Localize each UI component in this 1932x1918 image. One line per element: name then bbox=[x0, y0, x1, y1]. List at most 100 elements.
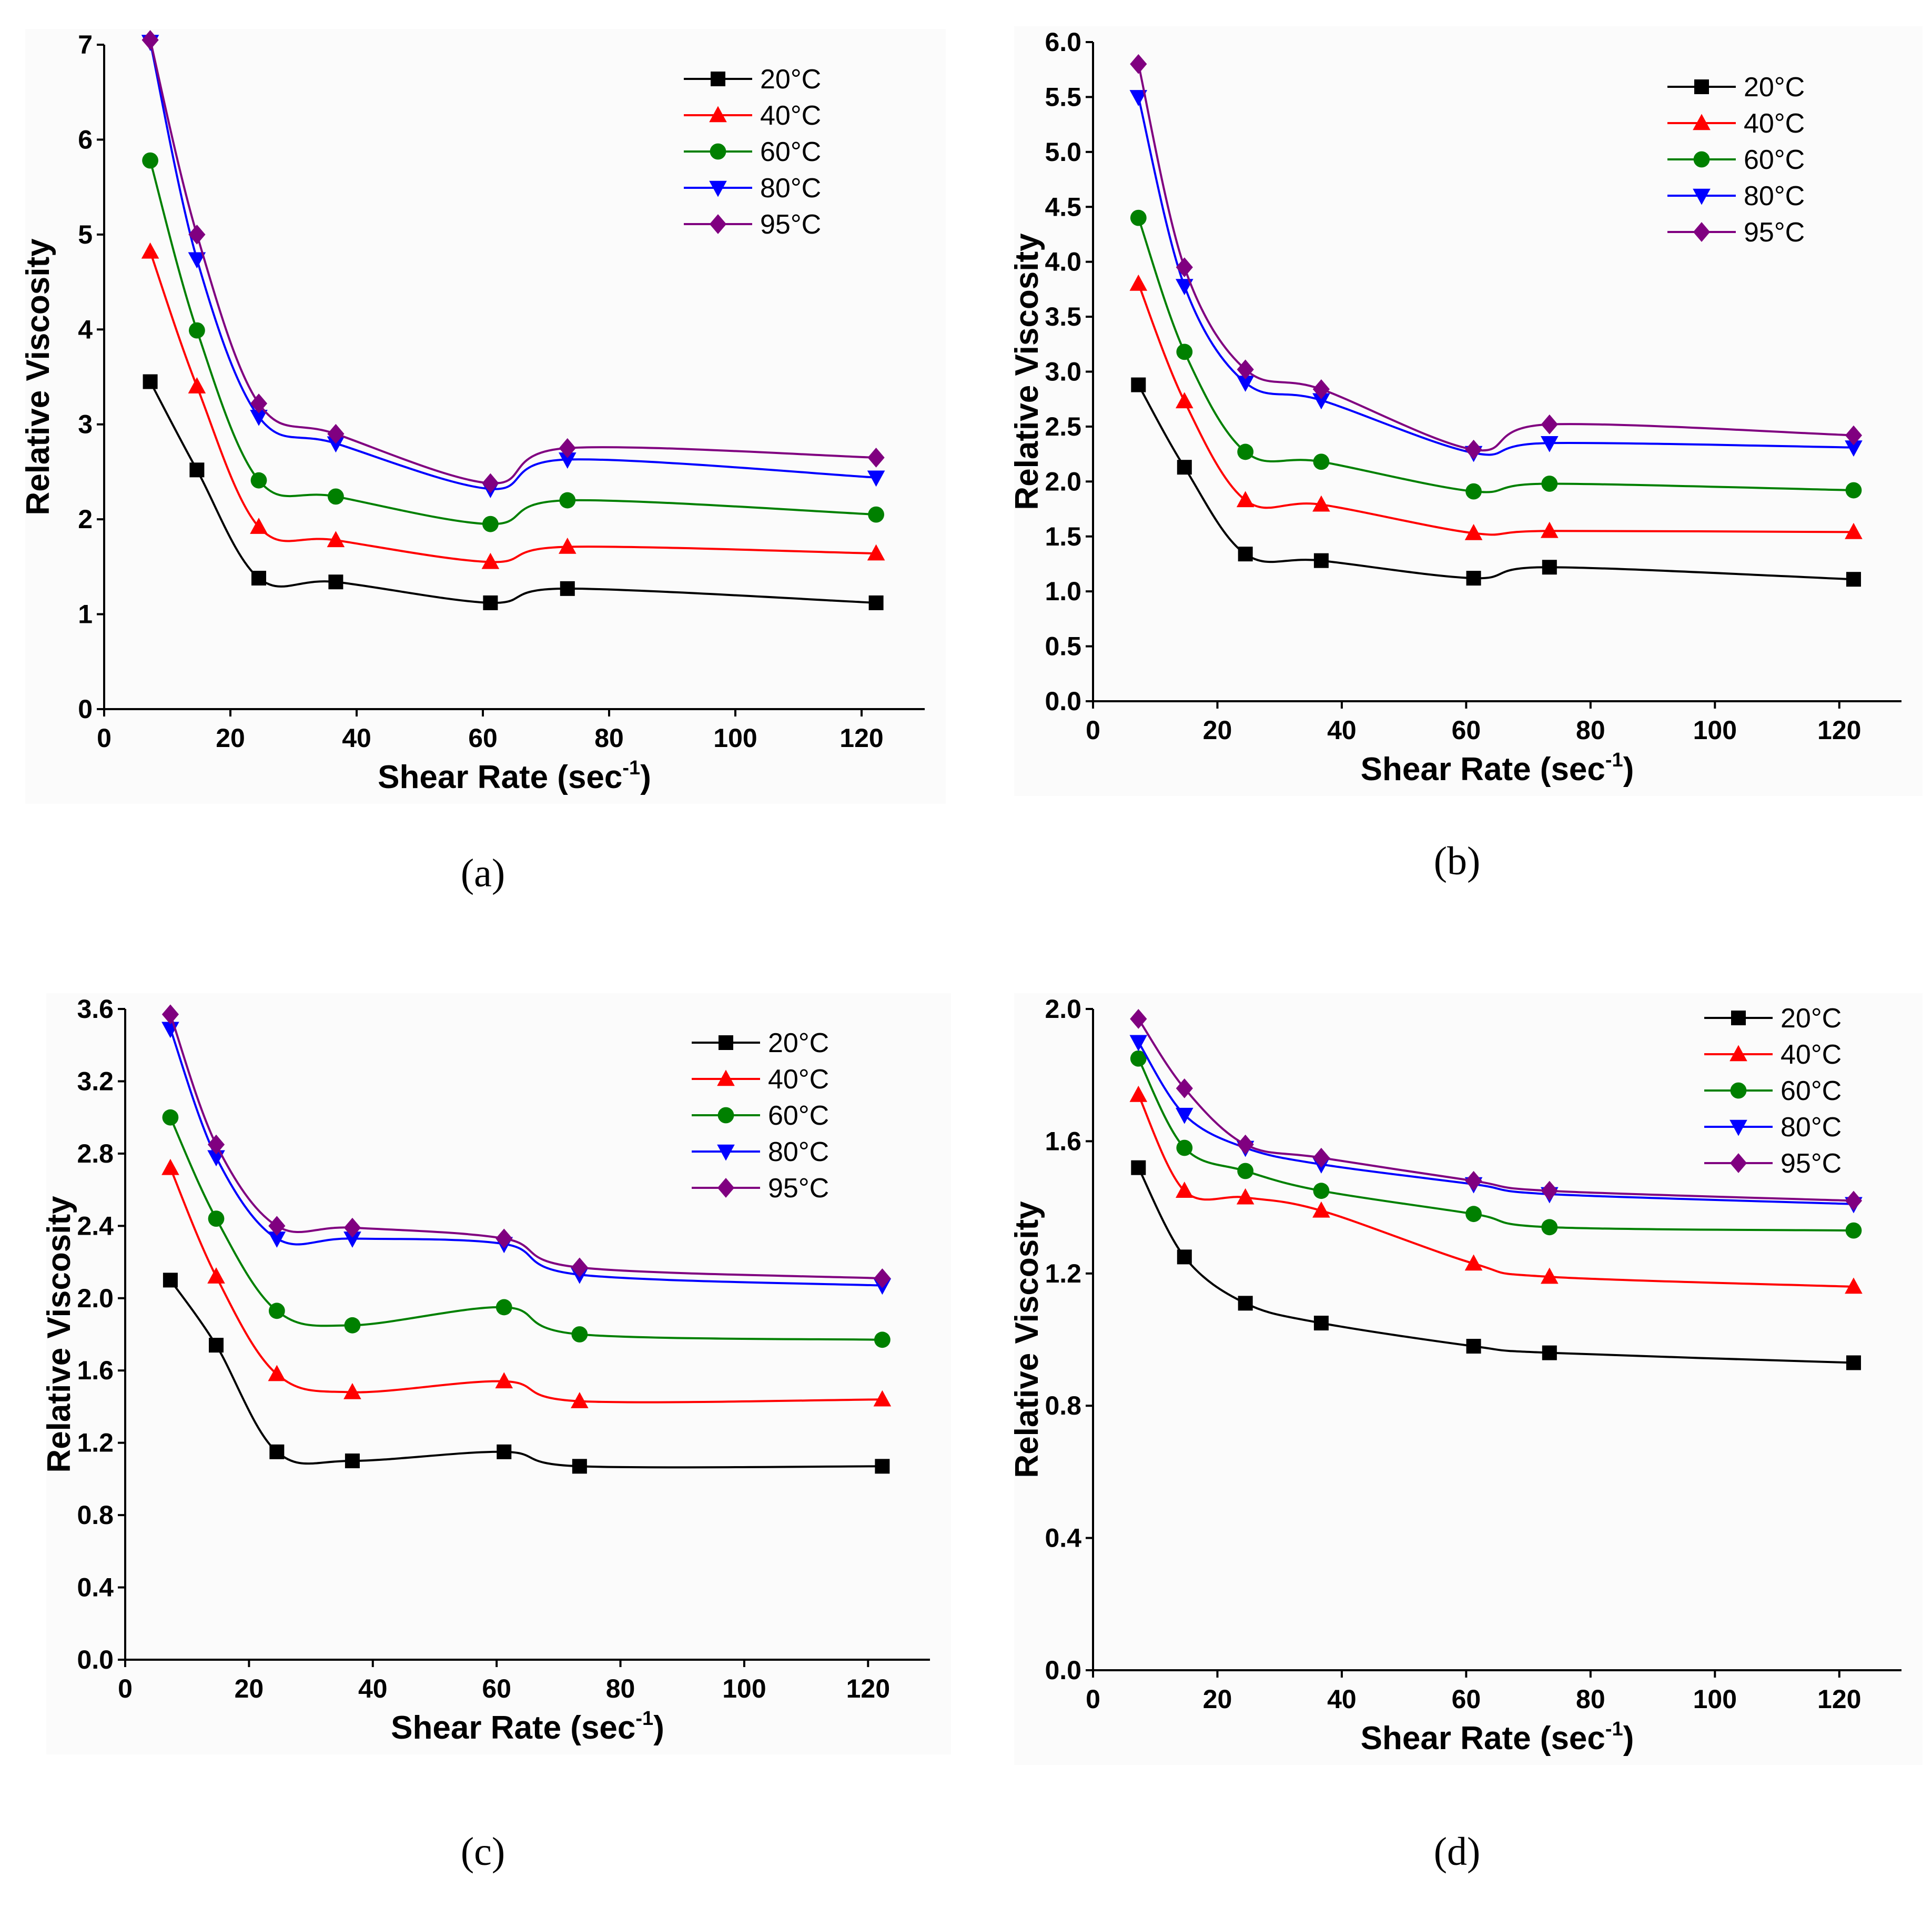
data-point bbox=[162, 1109, 179, 1126]
data-point bbox=[142, 152, 158, 169]
data-point bbox=[163, 1273, 178, 1288]
x-tick-label: 80 bbox=[1576, 715, 1605, 745]
legend-marker bbox=[1693, 151, 1710, 168]
data-point bbox=[1175, 392, 1193, 409]
data-point bbox=[1129, 1035, 1148, 1052]
y-tick-label: 0.4 bbox=[1045, 1523, 1081, 1553]
data-point bbox=[1236, 376, 1255, 392]
data-point bbox=[873, 1390, 892, 1407]
data-point bbox=[1464, 523, 1483, 540]
data-point bbox=[328, 488, 344, 505]
data-point bbox=[188, 224, 206, 245]
data-point bbox=[1464, 1254, 1483, 1271]
chart-panel-b: 0 20 40 60 80 100 120 0.0 0.5 1.0 1.5 2.0 2.5 3.0 3.5 4… bbox=[1009, 26, 1923, 883]
series-line bbox=[1137, 1167, 1854, 1364]
data-point bbox=[268, 1365, 286, 1381]
data-point bbox=[1312, 1147, 1330, 1168]
data-point bbox=[328, 574, 343, 590]
x-axis-title: Shear Rate (sec-1) bbox=[391, 1708, 664, 1746]
data-point bbox=[1238, 1296, 1253, 1311]
plot-background bbox=[1014, 26, 1923, 796]
legend-marker bbox=[1693, 114, 1711, 130]
data-point bbox=[209, 1338, 224, 1353]
x-tick-label: 20 bbox=[1203, 715, 1232, 745]
data-point bbox=[1541, 1180, 1558, 1201]
x-tick-label: 40 bbox=[358, 1674, 388, 1703]
data-point bbox=[207, 1267, 225, 1284]
y-tick-label: 2.8 bbox=[77, 1139, 114, 1168]
y-tick-label: 0 bbox=[78, 694, 93, 724]
y-tick-label: 4 bbox=[78, 315, 93, 344]
series-40C bbox=[141, 242, 885, 569]
data-point bbox=[141, 30, 159, 50]
data-point bbox=[571, 1257, 588, 1278]
x-tick-label: 40 bbox=[1327, 1684, 1357, 1714]
data-point bbox=[1466, 1339, 1481, 1354]
legend-marker bbox=[717, 1107, 734, 1124]
data-point bbox=[251, 571, 266, 586]
x-tick-label: 60 bbox=[468, 723, 498, 753]
data-point bbox=[1176, 1078, 1193, 1098]
series-20C bbox=[1131, 1160, 1861, 1370]
data-point bbox=[1541, 414, 1558, 435]
legend-label: 80°C bbox=[1781, 1112, 1842, 1143]
data-point bbox=[1129, 1085, 1148, 1102]
data-point bbox=[1131, 1160, 1146, 1175]
series-95C bbox=[1130, 1008, 1863, 1211]
data-point bbox=[327, 423, 345, 444]
legend-marker bbox=[710, 143, 726, 160]
y-tick-label: 1.0 bbox=[1045, 577, 1081, 606]
data-point bbox=[1131, 377, 1146, 392]
y-tick-label: 5 bbox=[78, 220, 93, 249]
data-point bbox=[1541, 476, 1558, 492]
legend-label: 95°C bbox=[760, 209, 821, 240]
data-point bbox=[269, 1444, 285, 1459]
legend-label: 60°C bbox=[760, 137, 821, 167]
data-point bbox=[1541, 521, 1559, 538]
data-point bbox=[268, 1231, 286, 1248]
chart-panel-a: 0 20 40 60 80 100 120 0 1 2 3 4 5 6 7 Shear Rate (sec-1… bbox=[20, 29, 946, 895]
data-point bbox=[1176, 344, 1193, 360]
data-point bbox=[344, 1317, 361, 1334]
legend-marker bbox=[709, 180, 727, 197]
series-95C bbox=[161, 1004, 891, 1288]
legend-marker bbox=[711, 72, 725, 86]
y-tick-label: 5.5 bbox=[1045, 82, 1081, 112]
series-60C bbox=[142, 152, 884, 532]
data-point bbox=[1466, 571, 1481, 586]
y-axis-title: Relative Viscosity bbox=[1009, 233, 1045, 510]
data-point bbox=[1176, 1139, 1193, 1156]
y-tick-label: 6.0 bbox=[1045, 27, 1081, 57]
data-point bbox=[268, 1303, 285, 1319]
legend-marker bbox=[719, 1035, 733, 1050]
legend: 20°C 40°C 60°C 80°C 95°C bbox=[1704, 1003, 1842, 1179]
series-20C bbox=[1131, 377, 1861, 587]
data-point bbox=[161, 1004, 179, 1025]
data-point bbox=[1313, 553, 1329, 568]
x-tick-label: 0 bbox=[97, 723, 112, 753]
x-tick-label: 120 bbox=[1817, 715, 1861, 745]
chart-panel-d: 0 20 40 60 80 100 120 0.0 0.4 0.8 1.2 1.6 2.0 Shear R… bbox=[1009, 993, 1923, 1874]
data-point bbox=[1846, 1355, 1861, 1370]
legend-marker bbox=[1693, 188, 1711, 205]
data-point bbox=[1541, 436, 1559, 452]
data-point bbox=[1130, 1050, 1147, 1067]
data-point bbox=[1846, 572, 1861, 587]
legend-label: 40°C bbox=[1744, 108, 1805, 139]
legend-label: 95°C bbox=[1781, 1148, 1842, 1179]
y-tick-label: 0.8 bbox=[1045, 1391, 1081, 1420]
data-point bbox=[1130, 54, 1147, 74]
chart-panel-c: 0 20 40 60 80 100 120 0.0 0.4 0.8 1.2 1.6 2.0 2.4 2.8 3… bbox=[41, 993, 951, 1874]
data-point bbox=[1129, 274, 1148, 291]
series-20C bbox=[143, 374, 884, 610]
x-tick-label: 20 bbox=[235, 1674, 264, 1703]
data-point bbox=[345, 1453, 360, 1469]
legend-marker bbox=[1729, 1045, 1747, 1062]
data-point bbox=[1236, 1188, 1255, 1205]
y-tick-label: 3.0 bbox=[1045, 357, 1081, 387]
data-point bbox=[874, 1268, 891, 1288]
data-point bbox=[143, 374, 158, 389]
x-tick-label: 100 bbox=[722, 1674, 766, 1703]
data-point bbox=[1312, 379, 1330, 399]
